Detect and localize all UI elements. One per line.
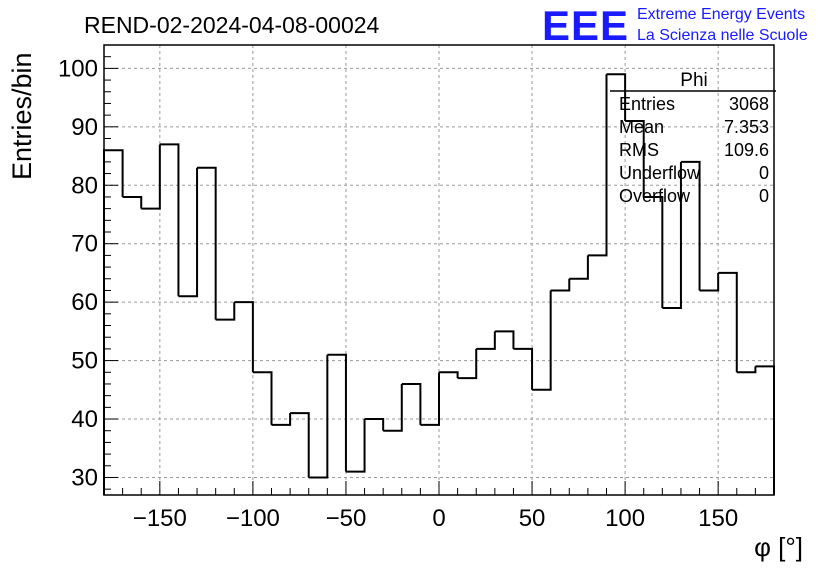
histogram-bin (625, 119, 645, 197)
histogram-bin (308, 354, 329, 479)
histogram-bin (401, 382, 422, 425)
y-tick-label: 30 (71, 464, 98, 491)
y-tick-label: 100 (58, 55, 98, 82)
histogram-bin (532, 290, 552, 391)
histogram-bin (662, 161, 682, 309)
x-tick-label: 0 (432, 505, 445, 532)
histogram-bin (457, 348, 478, 380)
y-tick-label: 70 (71, 231, 98, 258)
stats-value-entries: 3068 (729, 94, 769, 114)
stats-label-rms: RMS (619, 140, 659, 160)
histogram-bin (197, 166, 217, 320)
x-axis-label: φ [°] (754, 532, 803, 562)
histogram-bin (290, 412, 310, 478)
histogram-bin (680, 160, 701, 291)
histogram-bin (122, 195, 143, 209)
histogram-bin (569, 255, 589, 280)
histogram-bin (215, 302, 236, 321)
x-tick-label: −100 (226, 505, 280, 532)
eee-logo: EEE (542, 2, 629, 49)
y-tick-label: 80 (71, 172, 98, 199)
x-tick-label: 100 (605, 505, 645, 532)
stats-value-overflow: 0 (759, 186, 769, 206)
histogram-bin (383, 383, 403, 432)
y-tick-label: 50 (71, 348, 98, 375)
histogram-bin (159, 143, 180, 297)
histogram-bin (178, 167, 199, 298)
stats-value-underflow: 0 (759, 163, 769, 183)
stats-label-entries: Entries (619, 94, 675, 114)
histogram-bin (587, 74, 608, 257)
x-tick-label: −150 (133, 505, 187, 532)
stats-box: Phi Entries 3068 Mean 7.353 RMS 109.6 Un… (610, 70, 776, 206)
histogram-bins (103, 73, 775, 495)
histogram-bin (755, 365, 775, 495)
histogram-bin (345, 419, 366, 473)
histogram-bin (327, 353, 347, 472)
histogram-bin (606, 73, 627, 121)
y-tick-label: 90 (71, 114, 98, 141)
histogram-bin (252, 371, 273, 425)
stats-label-underflow: Underflow (619, 163, 701, 183)
run-title: REND-02-2024-04-08-00024 (84, 12, 380, 38)
tick-labels: −150 −100 −50 0 50 100 150 30 40 50 60 70 80 90 100 (58, 55, 738, 532)
histogram-bin (364, 418, 385, 431)
histogram-bin (234, 301, 254, 373)
histogram-bin (476, 331, 496, 350)
stats-title: Phi (680, 70, 707, 91)
x-tick-label: 150 (698, 505, 738, 532)
histogram-bin (718, 271, 738, 373)
stats-label-mean: Mean (619, 117, 664, 137)
histogram-bin (643, 195, 664, 308)
x-tick-label: 50 (519, 505, 546, 532)
histogram-bin (439, 371, 459, 379)
y-axis-label: Entries/bin (7, 52, 37, 180)
logo-line2: La Scienza nelle Scuole (637, 27, 808, 44)
histogram-bin (513, 347, 534, 390)
histogram-bin (550, 278, 571, 292)
y-tick-label: 60 (71, 289, 98, 316)
stats-label-overflow: Overflow (619, 186, 691, 206)
stats-value-rms: 109.6 (724, 140, 769, 160)
histogram-bin (141, 144, 161, 210)
tick-marks (103, 44, 775, 495)
x-tick-label: −50 (326, 505, 367, 532)
logo-line1: Extreme Energy Events (637, 6, 805, 23)
y-tick-label: 40 (71, 406, 98, 433)
histogram-bin (420, 372, 440, 426)
histogram-bin (103, 149, 124, 495)
stats-value-mean: 7.353 (724, 117, 769, 137)
histogram-bin (736, 366, 757, 374)
histogram-bin (494, 330, 515, 349)
histogram-bin (699, 272, 720, 292)
histogram-bin (271, 413, 292, 426)
